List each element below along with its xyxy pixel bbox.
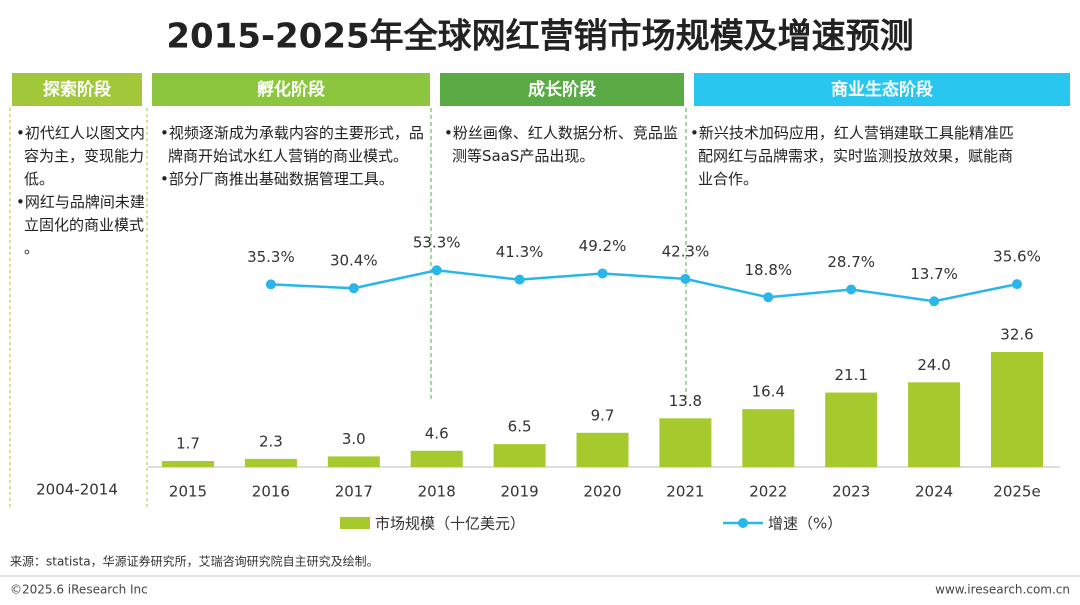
growth-point	[763, 292, 774, 303]
x-tick-label: 2019	[501, 483, 539, 501]
stage-name: 商业生态阶段	[831, 79, 933, 100]
bar	[162, 461, 214, 467]
stage-header	[12, 73, 142, 106]
growth-label: 35.6%	[993, 248, 1041, 266]
bullet-line: •粉丝画像、红人数据分析、竞品监	[444, 124, 678, 142]
bar	[244, 458, 297, 467]
bullet-line: 配网红与品牌需求，实时监测投放效果，赋能商	[698, 147, 1013, 165]
bar-label: 16.4	[752, 383, 785, 401]
bar-label: 3.0	[342, 430, 366, 448]
bar-label: 32.6	[1000, 325, 1033, 343]
growth-point	[1012, 279, 1022, 290]
bar	[991, 351, 1043, 467]
growth-line	[270, 268, 1018, 303]
bullet-line: 测等SaaS产品出现。	[452, 147, 594, 165]
growth-point	[597, 268, 608, 279]
stage-bullet: •粉丝画像、红人数据分析、竞品监测等SaaS产品出现。	[444, 124, 678, 165]
bar	[327, 456, 380, 467]
growth-point	[846, 284, 857, 295]
period-label: 2004-2014	[36, 481, 118, 499]
bullet-line: 容为主，变现能力	[24, 147, 144, 165]
growth-point	[514, 274, 525, 285]
legend-label: 增速（%）	[768, 515, 842, 533]
bullet-line: 低。	[24, 170, 54, 188]
bullet-line: 牌商开始试水红人营销的商业模式。	[168, 147, 408, 165]
growth-label: 49.2%	[579, 237, 627, 255]
bar-label: 13.8	[669, 392, 702, 410]
growth-label: 41.3%	[496, 243, 544, 261]
bullet-line: •视频逐渐成为承载内容的主要形式，品	[160, 124, 424, 142]
x-tick-label: 2023	[832, 483, 870, 501]
stage-name: 成长阶段	[528, 79, 596, 100]
legend-swatch	[340, 517, 370, 529]
copyright: ©2025.6 iResearch Inc	[10, 583, 148, 597]
growth-point	[265, 279, 276, 290]
bullet-line: 业合作。	[698, 170, 758, 188]
bar-label: 24.0	[917, 356, 950, 374]
x-tick-label: 2015	[169, 483, 207, 501]
growth-point	[348, 283, 359, 294]
bullet-line: •部分厂商推出基础数据管理工具。	[160, 170, 394, 188]
growth-point	[929, 296, 940, 307]
x-tick-label: 2021	[666, 483, 704, 501]
stage-header	[694, 73, 1070, 106]
website: www.iresearch.com.cn	[935, 583, 1070, 597]
bar-label: 21.1	[834, 366, 867, 384]
source: 来源：statista，华源证券研究所，艾瑞咨询研究院自主研究及绘制。	[10, 554, 379, 569]
legend-dot	[738, 518, 748, 528]
x-tick-label: 2017	[335, 483, 373, 501]
bar-label: 2.3	[259, 432, 283, 450]
x-tick-label: 2016	[252, 483, 290, 501]
bar	[825, 392, 878, 467]
growth-label: 13.7%	[910, 265, 958, 283]
stage-bullet: •网红与品牌间未建立固化的商业模式。	[16, 193, 145, 257]
growth-point	[680, 273, 691, 284]
stage-name: 孵化阶段	[257, 79, 325, 100]
x-tick-label: 2018	[418, 483, 456, 501]
bar	[908, 382, 961, 467]
x-tick-label: 2025e	[993, 483, 1040, 501]
bar	[493, 444, 546, 467]
growth-label: 53.3%	[413, 234, 461, 252]
x-tick-label: 2024	[915, 483, 953, 501]
x-tick-label: 2022	[749, 483, 787, 501]
bullet-line: •网红与品牌间未建	[16, 193, 145, 211]
title: 2015-2025年全球网红营销市场规模及增速预测	[166, 17, 913, 57]
stage-name: 探索阶段	[43, 79, 111, 100]
growth-label: 30.4%	[330, 252, 378, 270]
growth-label: 35.3%	[247, 248, 295, 266]
stage-bullet: •新兴技术加码应用，红人营销建联工具能精准匹配网红与品牌需求，实时监测投放效果，…	[690, 124, 1014, 188]
bar	[576, 432, 629, 467]
growth-label: 42.3%	[662, 242, 710, 260]
bullet-line: 。	[24, 239, 39, 257]
bullet-line: •新兴技术加码应用，红人营销建联工具能精准匹	[690, 124, 1014, 142]
stage-bullet: •视频逐渐成为承载内容的主要形式，品牌商开始试水红人营销的商业模式。	[160, 124, 424, 165]
bar-label: 9.7	[591, 406, 615, 424]
bar	[742, 409, 795, 467]
stage-header	[440, 73, 684, 106]
bar	[659, 418, 712, 467]
bar-label: 1.7	[176, 435, 200, 453]
bullet-line: 立固化的商业模式	[24, 216, 144, 234]
bar	[410, 450, 463, 467]
bar-label: 4.6	[425, 424, 449, 442]
x-tick-label: 2020	[583, 483, 621, 501]
stage-bullet: •部分厂商推出基础数据管理工具。	[160, 170, 394, 188]
growth-label: 28.7%	[827, 253, 875, 271]
bar-label: 6.5	[508, 418, 532, 436]
bullet-line: •初代红人以图文内	[16, 124, 145, 142]
growth-point	[431, 265, 442, 276]
stage-bullet: •初代红人以图文内容为主，变现能力低。	[16, 124, 145, 188]
stage-header	[152, 73, 430, 106]
growth-label: 18.8%	[744, 261, 792, 279]
legend-label: 市场规模（十亿美元）	[375, 515, 525, 533]
